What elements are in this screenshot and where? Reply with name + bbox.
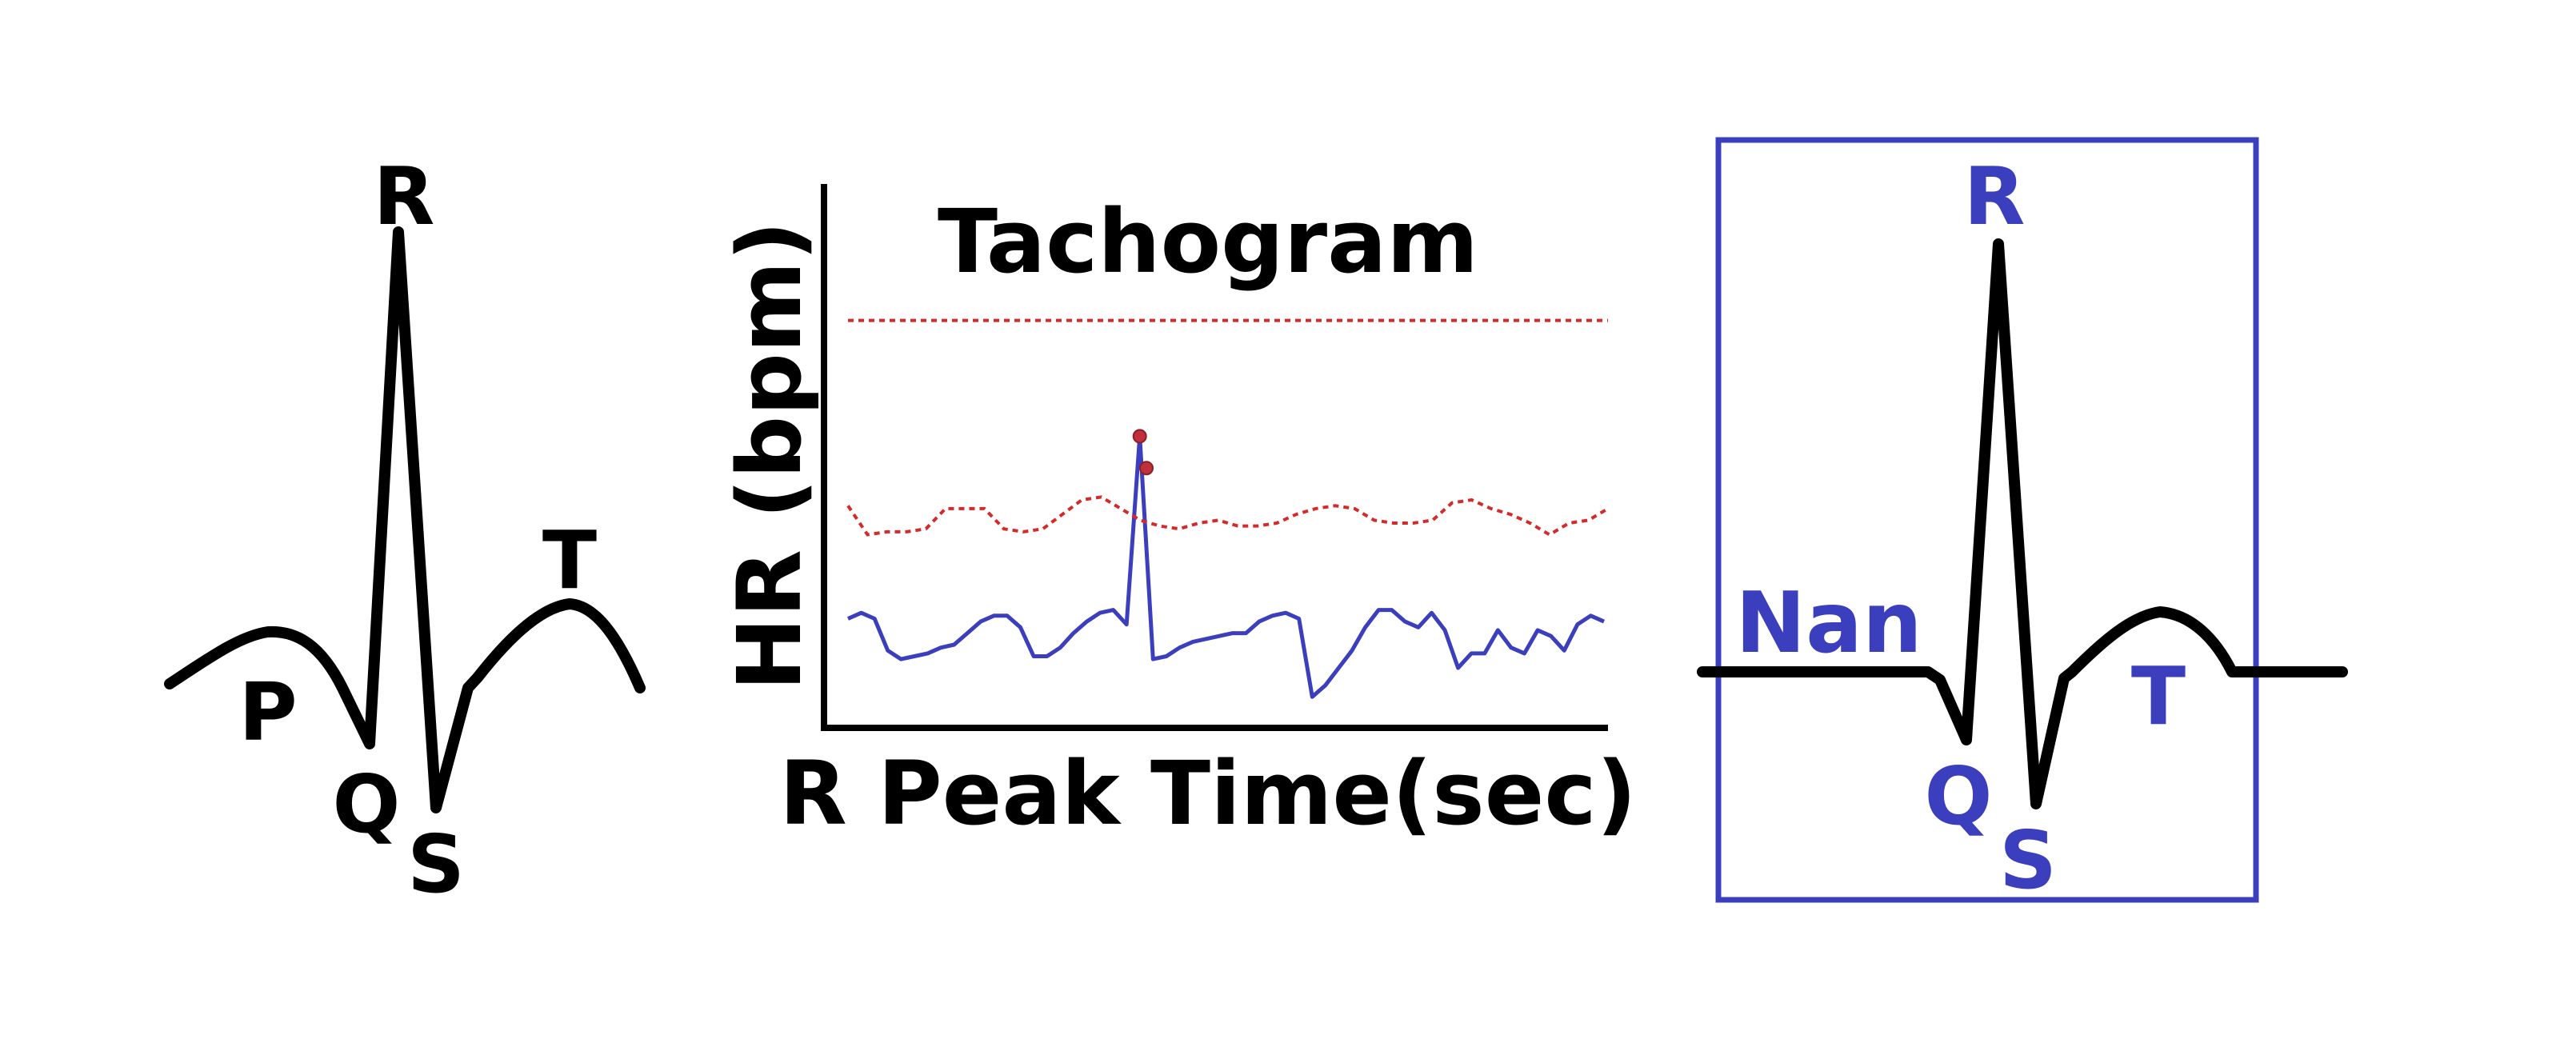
right-ecg-waveform — [1697, 238, 2348, 809]
heart-rate-line — [846, 434, 1606, 699]
tachogram-chart: Tachogram R Peak Time(sec) HR (bpm) — [718, 184, 1637, 845]
plot-area — [846, 318, 1610, 699]
left-ecg-waveform — [164, 226, 646, 813]
right-ecg-panel: R Nan Q S T — [1697, 137, 2348, 907]
left-label-t: T — [542, 514, 597, 607]
outlier-point-2 — [1139, 461, 1154, 476]
left-ecg-diagram: R P Q S T — [164, 150, 646, 911]
left-label-s: S — [407, 817, 465, 911]
y-axis-label: HR (bpm) — [718, 221, 821, 691]
segment-box — [1715, 137, 2259, 903]
left-label-r: R — [373, 150, 434, 243]
left-label-p: P — [238, 665, 297, 759]
outlier-point-1 — [1132, 429, 1147, 444]
left-label-q: Q — [332, 757, 400, 851]
right-label-q: Q — [1924, 749, 1992, 843]
right-label-nan: Nan — [1735, 574, 1922, 672]
x-axis-label: R Peak Time(sec) — [779, 742, 1637, 845]
chart-title: Tachogram — [938, 190, 1478, 293]
right-label-s: S — [1999, 813, 2057, 907]
lower-threshold-line — [846, 495, 1610, 537]
right-label-r: R — [1963, 150, 2025, 243]
right-label-t: T — [2131, 649, 2186, 743]
